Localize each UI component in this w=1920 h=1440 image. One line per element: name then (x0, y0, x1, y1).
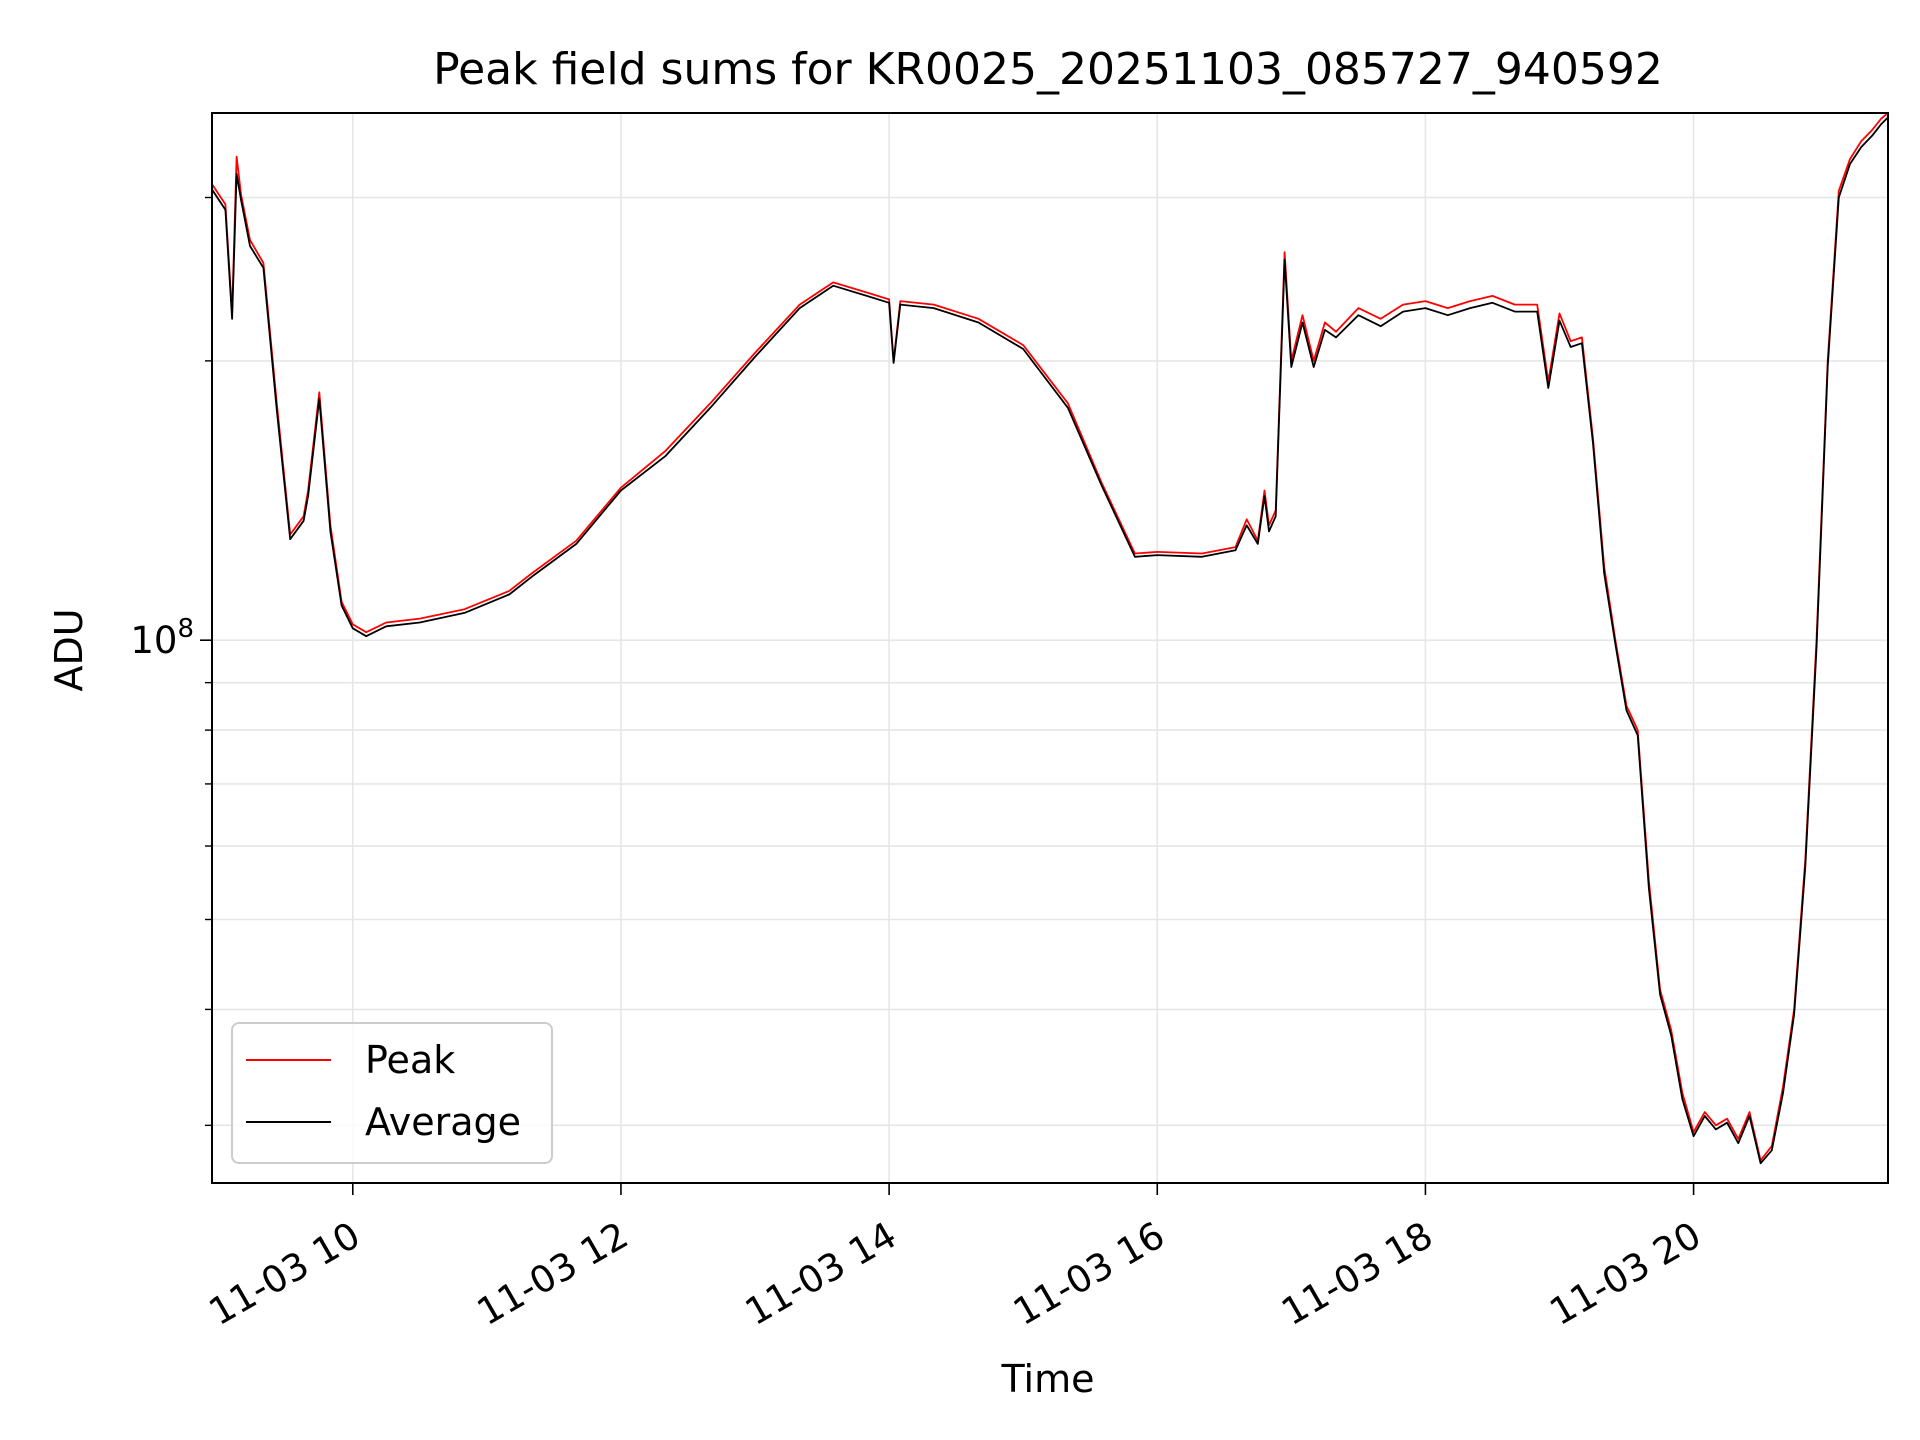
y-tick-label: 108 (130, 614, 194, 662)
x-tick-label: 11-03 10 (202, 1214, 368, 1334)
legend-label-average: Average (365, 1100, 521, 1144)
x-axis-label: Time (1001, 1357, 1095, 1401)
y-axis-label: ADU (47, 608, 91, 691)
x-tick-label: 11-03 16 (1006, 1214, 1172, 1334)
series-layer (212, 113, 1888, 1165)
legend-box (231, 1022, 553, 1164)
x-tick-label: 11-03 18 (1274, 1214, 1440, 1334)
legend-label-peak: Peak (365, 1038, 455, 1082)
x-tick-label: 11-03 12 (470, 1214, 636, 1334)
plot-area (212, 113, 1888, 1183)
x-axis-ticks: 11-03 10 11-03 12 11-03 14 11-03 16 11-03 18… (202, 1183, 1708, 1334)
x-tick-label: 11-03 14 (738, 1214, 904, 1334)
chart-title: Peak field sums for KR0025_20251103_0857… (433, 44, 1663, 95)
plot-frame (211, 112, 1889, 1184)
x-tick-label: 11-03 20 (1543, 1214, 1709, 1334)
y-axis-ticks: 108 (130, 196, 212, 1127)
legend: Peak Average (231, 1022, 553, 1164)
series-line-average (212, 116, 1888, 1165)
series-line-peak (212, 113, 1888, 1162)
